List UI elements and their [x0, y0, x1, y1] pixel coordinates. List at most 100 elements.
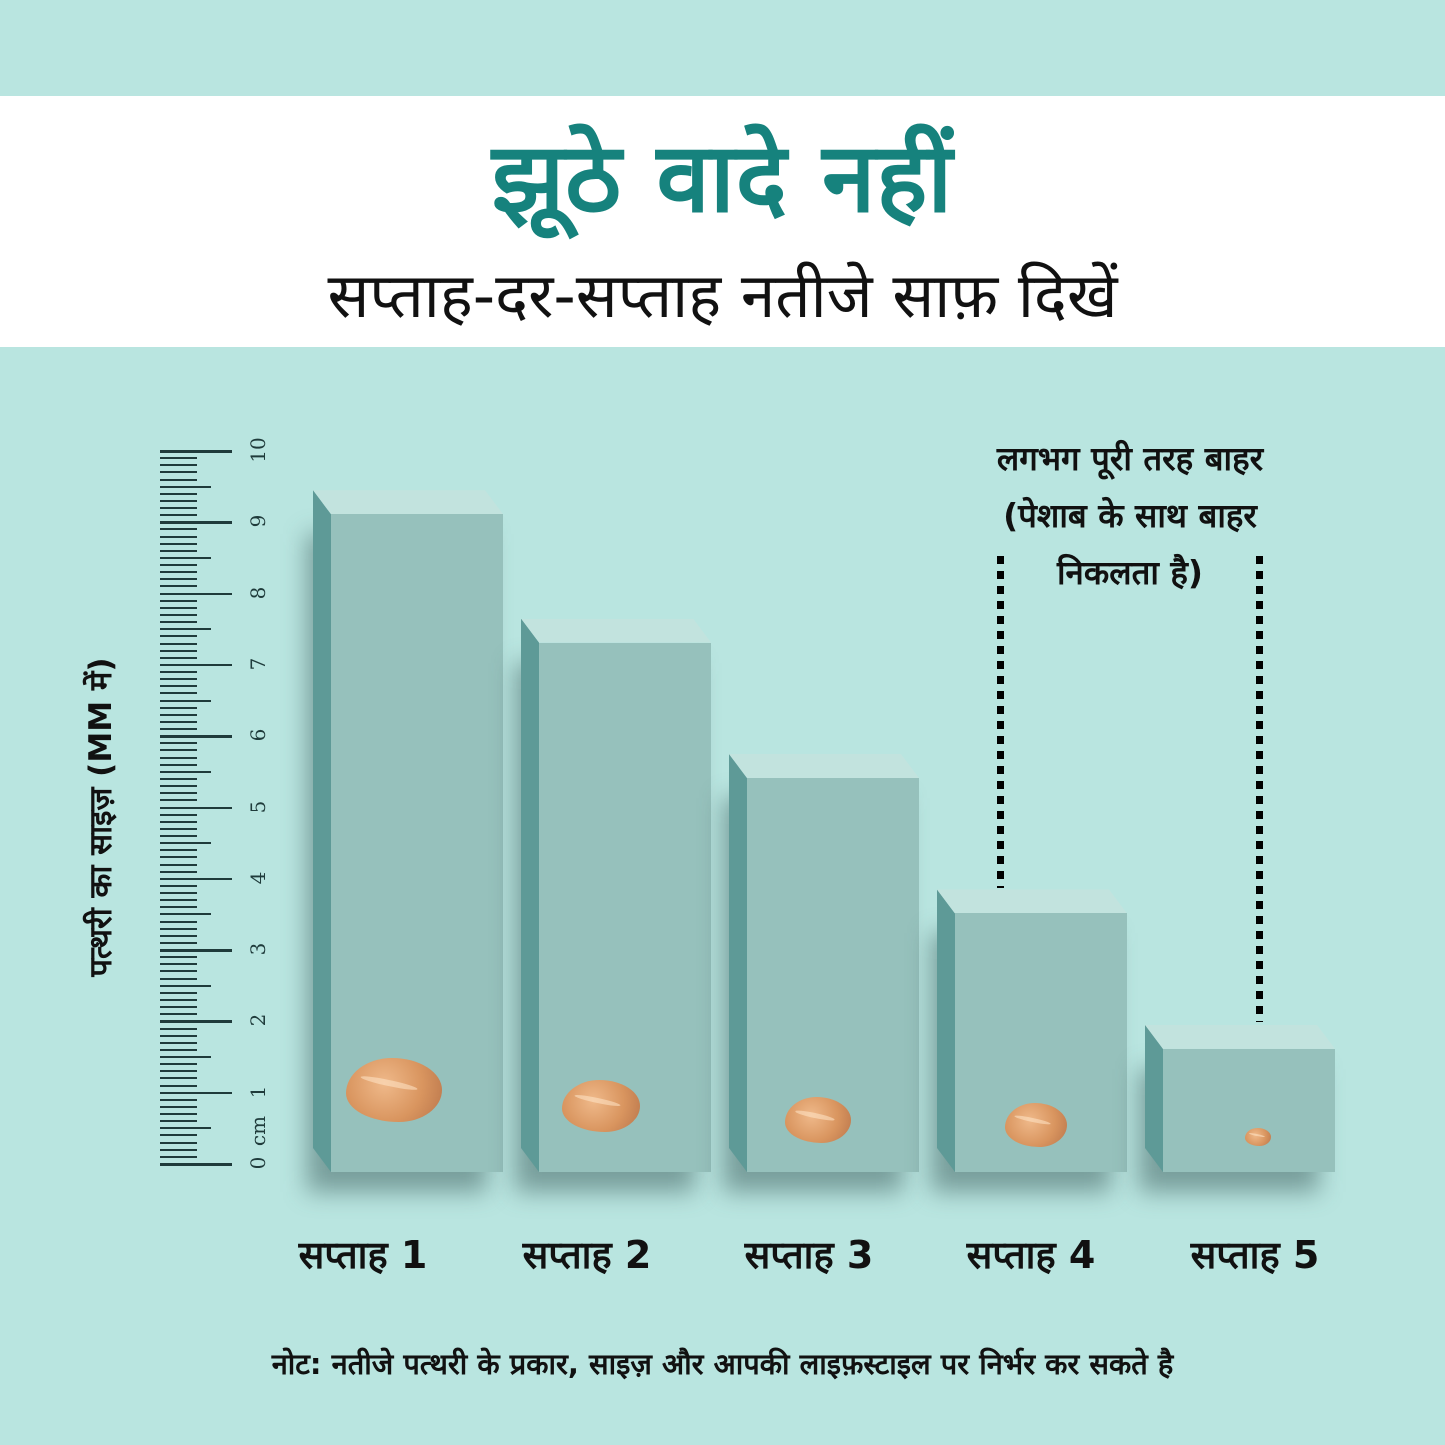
x-label-week-1: सप्ताह 1 — [298, 1233, 428, 1277]
ruler-minor-tick — [160, 1084, 197, 1087]
ruler-minor-tick — [160, 621, 197, 624]
y-axis-label: पत्थरी का साइज़ (MM में) — [83, 657, 119, 977]
ruler-minor-tick — [160, 977, 197, 980]
ruler-minor-tick — [160, 742, 197, 745]
x-label-week-3: सप्ताह 3 — [744, 1233, 874, 1277]
ruler-minor-tick — [160, 934, 197, 937]
ruler-unit-label: cm — [246, 1115, 270, 1146]
ruler-minor-tick — [160, 613, 197, 616]
ruler-minor-tick — [160, 706, 197, 709]
ruler-tick-label: 2 — [246, 1014, 270, 1027]
bar-top-face — [1145, 1025, 1335, 1049]
ruler-minor-tick — [160, 578, 197, 581]
kidney-stone-icon — [785, 1097, 851, 1143]
ruler-minor-tick — [160, 720, 197, 723]
ruler-major-tick — [160, 521, 232, 524]
ruler-minor-tick — [160, 564, 197, 567]
ruler-minor-tick — [160, 799, 197, 802]
ruler-minor-tick — [160, 792, 197, 795]
ruler-minor-tick — [160, 542, 197, 545]
ruler-minor-tick — [160, 1148, 197, 1151]
page-title: झूठे वादे नहीं — [491, 122, 954, 234]
ruler-y-axis: 0 1 2 3 4 5 6 7 8 9 10 cm — [160, 437, 270, 1180]
ruler-minor-tick — [160, 728, 197, 731]
ruler-minor-tick — [160, 756, 197, 759]
ruler-minor-tick — [160, 899, 197, 902]
ruler-minor-tick — [160, 913, 211, 916]
ruler-minor-tick — [160, 827, 197, 830]
annotation-dotted-line-right — [1256, 556, 1263, 1022]
ruler-minor-tick — [160, 1056, 211, 1059]
ruler-minor-tick — [160, 585, 197, 588]
ruler-minor-tick — [160, 1006, 197, 1009]
ruler-minor-tick — [160, 1098, 197, 1101]
ruler-minor-tick — [160, 820, 197, 823]
annotation-dotted-line-left — [997, 556, 1004, 888]
ruler-minor-tick — [160, 884, 197, 887]
ruler-minor-tick — [160, 1034, 197, 1037]
ruler-minor-tick — [160, 571, 197, 574]
footnote: नोट: नतीजे पत्थरी के प्रकार, साइज़ और आप… — [271, 1347, 1174, 1381]
ruler-tick-label: 6 — [246, 728, 270, 742]
x-label-week-5: सप्ताह 5 — [1190, 1233, 1320, 1277]
ruler-minor-tick — [160, 499, 197, 502]
ruler-minor-tick — [160, 1048, 197, 1051]
ruler-minor-tick — [160, 656, 197, 659]
ruler-minor-tick — [160, 863, 197, 866]
ruler-major-tick — [160, 735, 232, 738]
bar-top-face — [729, 754, 919, 778]
ruler-minor-tick — [160, 649, 197, 652]
ruler-minor-tick — [160, 842, 211, 845]
top-band — [0, 0, 1445, 96]
header-banner: झूठे वादे नहीं सप्ताह-दर-सप्ताह नतीजे सा… — [0, 96, 1445, 347]
ruler-major-tick — [160, 949, 232, 952]
ruler-minor-tick — [160, 1063, 197, 1066]
ruler-minor-tick — [160, 678, 197, 681]
ruler-minor-tick — [160, 777, 197, 780]
ruler-minor-tick — [160, 906, 197, 909]
bar-side-face — [521, 619, 539, 1172]
ruler-minor-tick — [160, 599, 197, 602]
ruler-minor-tick — [160, 507, 197, 510]
ruler-major-tick — [160, 877, 232, 881]
ruler-minor-tick — [160, 556, 211, 559]
ruler-minor-tick — [160, 763, 197, 766]
ruler-minor-tick — [160, 849, 197, 852]
ruler-minor-tick — [160, 514, 197, 517]
ruler-minor-tick — [160, 1070, 197, 1073]
ruler-major-tick — [160, 592, 232, 596]
ruler-minor-tick — [160, 1027, 197, 1030]
ruler-minor-tick — [160, 963, 197, 966]
ruler-minor-tick — [160, 1120, 197, 1123]
ruler-minor-tick — [160, 870, 197, 873]
ruler-minor-tick — [160, 606, 197, 609]
ruler-major-tick — [160, 1020, 232, 1023]
bar-front-face — [1163, 1048, 1335, 1172]
kidney-stone-icon — [1005, 1103, 1067, 1147]
ruler-major-tick — [160, 1091, 232, 1095]
ruler-minor-tick — [160, 699, 211, 702]
ruler-tick-label: 3 — [246, 942, 270, 956]
x-label-week-4: सप्ताह 4 — [966, 1233, 1096, 1277]
ruler-tick-label: 1 — [246, 1085, 270, 1099]
ruler-minor-tick — [160, 1141, 197, 1144]
ruler-tick-label: 10 — [246, 437, 270, 463]
ruler-minor-tick — [160, 642, 197, 645]
kidney-stone-icon — [346, 1058, 442, 1122]
ruler-tick-label: 8 — [246, 586, 270, 599]
ruler-minor-tick — [160, 478, 197, 481]
ruler-minor-tick — [160, 941, 197, 944]
bar-side-face — [1145, 1025, 1163, 1172]
ruler-minor-tick — [160, 999, 197, 1001]
bar-top-face — [313, 490, 503, 514]
ruler-tick-label: 5 — [246, 800, 270, 813]
ruler-minor-tick — [160, 1113, 197, 1116]
ruler-minor-tick — [160, 920, 197, 923]
ruler-minor-tick — [160, 1041, 197, 1044]
ruler-major-tick — [160, 806, 232, 809]
ruler-minor-tick — [160, 535, 197, 538]
ruler-minor-tick — [160, 464, 197, 467]
ruler-minor-tick — [160, 835, 197, 838]
ruler-tick-label: 4 — [246, 871, 270, 885]
annotation-line-3: निकलता है) — [1056, 553, 1204, 592]
